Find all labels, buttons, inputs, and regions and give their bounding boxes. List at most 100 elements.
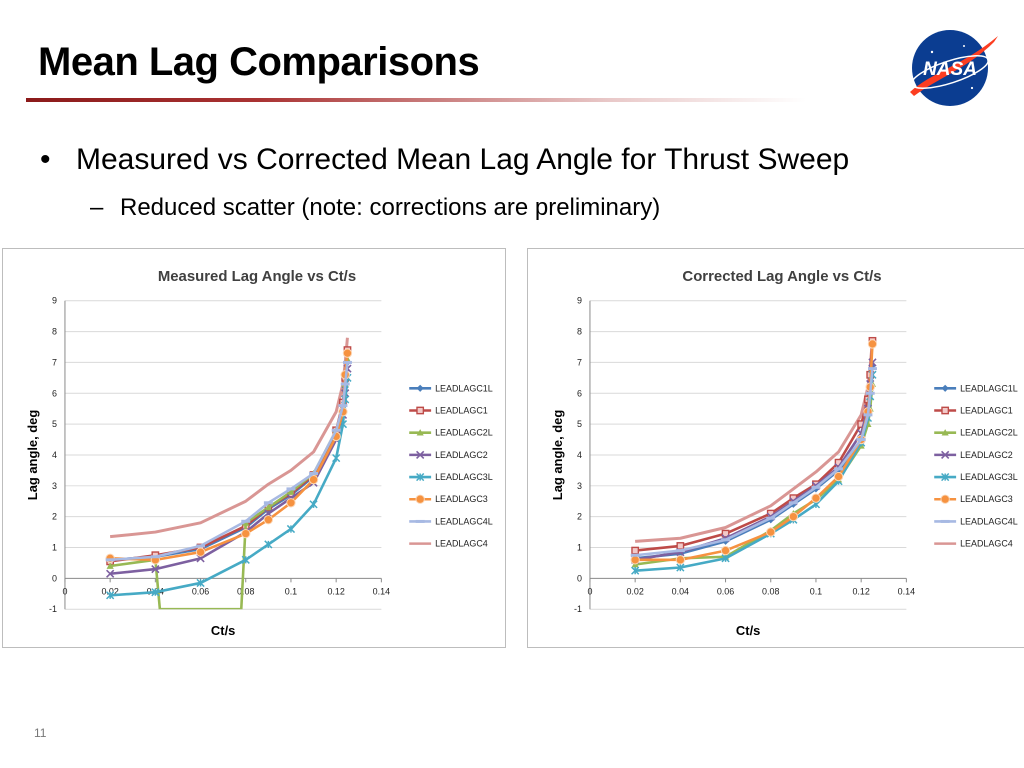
data-point [151,588,160,597]
data-point [195,547,206,557]
y-tick-label: 3 [52,481,57,491]
series-leadlagc3 [105,348,353,565]
data-point [676,542,685,550]
bullet-marker: • [40,143,51,176]
x-tick-label: 0.14 [898,586,915,596]
legend: LEADLAGC1L LEADLAGC1 LEADLAGC2L LEADLAGC2 LE… [409,383,493,549]
page-number: 11 [34,726,47,740]
legend-label: LEADLAGC3L [435,472,493,482]
data-point [105,558,115,562]
y-tick-label: 7 [52,357,57,367]
x-tick-labels: 0 0.02 0.04 0.06 0.08 0.1 0.12 0.14 [587,578,915,596]
y-tick-label: 1 [577,542,582,552]
series-line [110,353,349,562]
data-point [720,545,731,556]
data-point [788,511,799,522]
legend-label: LEADLAGC2L [435,428,493,438]
data-point [811,485,821,489]
legend-label: LEADLAGC2 [960,450,1013,460]
legend-marker [416,429,424,436]
data-point [342,348,353,358]
data-point [340,382,350,386]
data-point [811,493,821,503]
data-point [286,524,296,534]
legend-entry: LEADLAGC2 [934,450,1013,460]
data-point [263,501,273,505]
legend-marker [941,406,950,415]
y-tick-label: 9 [577,296,582,306]
data-point [196,544,206,548]
legend-marker [941,384,949,392]
legend-marker [941,472,950,482]
data-point [766,516,776,520]
y-tick-label: 7 [577,357,582,367]
data-point [309,471,319,475]
legend-marker [416,384,424,392]
series-leadlagc1 [631,336,877,555]
data-point [241,555,250,564]
legend-label: LEADLAGC2L [960,428,1018,438]
data-point [676,563,685,572]
sub-bullet-text: Reduced scatter (note: corrections are p… [120,194,661,221]
series-line [110,362,349,562]
data-point [675,555,686,565]
legend-entry: LEADLAGC1L [409,383,493,393]
data-point [342,360,352,364]
y-axis-title: Lag angle, deg [550,410,565,501]
x-tick-label: 0.02 [101,586,118,596]
data-point [332,453,341,463]
legend-label: LEADLAGC4 [960,539,1013,549]
series-leadlagc3l [106,373,352,600]
y-tick-label: 4 [52,450,57,460]
series-leadlagc4l [630,367,877,557]
legend-entry: LEADLAGC1 [409,405,488,415]
measured-lag-chart-svg: Measured Lag Angle vs Ct/s -1 0 1 2 3 4 5 6 7 8 9 0 0… [25,268,493,638]
legend-entry: LEADLAGC3 [934,494,1013,504]
legend-entry: LEADLAGC4 [409,539,488,549]
x-tick-label: 0.08 [762,586,779,596]
y-tick-label: -1 [574,604,582,614]
y-tick-label: 3 [577,481,582,491]
legend-entry: LEADLAGC3L [934,472,1018,482]
legend-marker [940,494,950,504]
data-point [766,527,776,537]
x-tick-label: 0.12 [852,586,869,596]
data-point [150,555,160,559]
x-tick-label: 0.12 [327,586,344,596]
sub-bullet-item: – Reduced scatter (note: corrections are … [90,194,660,222]
logo-wordmark: NASA [923,59,977,80]
y-tick-labels: -1 0 1 2 3 4 5 6 7 8 9 [49,296,57,614]
data-point [287,488,295,495]
data-point [675,549,685,553]
plot-area [105,337,353,610]
data-point [241,519,251,523]
legend-entry: LEADLAGC4 [934,539,1013,549]
y-tick-label: 6 [52,388,57,398]
data-point [264,503,272,511]
x-axis-title: Ct/s [736,623,760,638]
y-tick-label: 5 [52,419,57,429]
legend-marker [941,450,950,460]
data-point [865,391,875,395]
chart-title: Corrected Lag Angle vs Ct/s [682,268,881,285]
legend-label: LEADLAGC2 [435,450,488,460]
x-tick-label: 0 [62,586,67,596]
y-tick-label: 8 [52,327,57,337]
x-tick-label: 0.04 [672,586,689,596]
legend-label: LEADLAGC4L [435,516,493,526]
data-point [106,591,115,600]
x-tick-label: 0.06 [717,586,734,596]
data-point [767,516,775,524]
x-axis-title: Ct/s [211,623,235,638]
data-point [151,564,160,574]
legend-marker [940,519,950,523]
y-tick-label: 2 [577,512,582,522]
data-point [308,474,319,485]
y-tick-label: 8 [577,327,582,337]
data-point [834,467,844,471]
data-point [867,367,877,371]
title-underline [26,98,806,102]
gridlines [589,300,907,610]
y-tick-label: 0 [577,573,582,583]
sub-bullet-marker: – [90,194,104,221]
